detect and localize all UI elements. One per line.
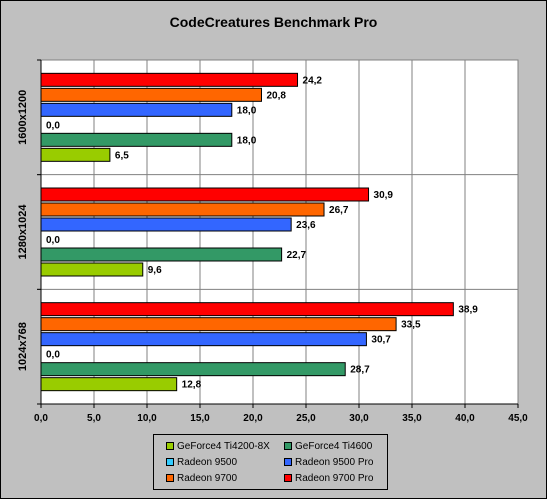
category-label: 1280x1024 [17,204,29,260]
legend-label: GeForce4 Ti4600 [295,440,373,452]
data-label: 30,7 [371,335,391,346]
axes [37,59,519,408]
category-label: 1600x1200 [17,90,29,145]
legend-swatch [166,458,174,466]
data-label: 23,6 [296,220,316,231]
gridlines [37,60,519,404]
legend-swatch [284,458,292,466]
bar [40,132,233,147]
data-label: 38,9 [458,305,478,316]
bars [40,72,454,392]
data-label: 0,0 [46,120,60,131]
legend-item: Radeon 9500 [166,455,237,469]
category-label: 1024x768 [17,322,29,371]
data-label: 18,0 [237,105,257,116]
data-label: 24,2 [303,75,323,86]
bar [40,147,111,162]
legend-label: GeForce4 Ti4200-8X [177,440,270,452]
x-tick-label: 0,0 [34,413,48,424]
legend-item: Radeon 9500 Pro [284,455,373,469]
x-tick-label: 20,0 [243,413,263,424]
labels: 0,0 5,0 10,0 15,0 20,0 25,0 30,0 35,0 40,0 45,0 16… [17,75,528,424]
legend-swatch [166,474,174,482]
x-tick-label: 25,0 [296,413,316,424]
data-label: 18,0 [237,135,257,146]
data-label: 33,5 [401,320,421,331]
x-tick-label: 10,0 [137,413,157,424]
legend-label: Radeon 9500 [177,456,238,468]
bar [40,247,283,262]
bar [40,377,178,392]
bar [40,332,367,347]
data-label: 26,7 [329,205,349,216]
plot-area [40,59,519,405]
legend: GeForce4 Ti4200-8X GeForce4 Ti4600 Radeon … [153,434,388,490]
legend-label: Radeon 9500 Pro [295,456,374,468]
data-label: 12,8 [182,380,202,391]
legend-item: GeForce4 Ti4200-8X [166,439,270,453]
bar [40,217,292,232]
bar [40,302,454,317]
x-tick-label: 45,0 [508,413,528,424]
data-label: 0,0 [46,235,60,246]
x-tick-label: 35,0 [402,413,422,424]
legend-item: Radeon 9700 [166,471,237,485]
bar [40,262,144,277]
x-tick-label: 5,0 [87,413,101,424]
bar [40,72,299,87]
chart-title: CodeCreatures Benchmark Pro [169,14,378,30]
data-label: 9,6 [148,265,162,276]
data-label: 28,7 [350,365,370,376]
legend-swatch [284,474,292,482]
legend-item: Radeon 9700 Pro [284,471,373,485]
data-label: 22,7 [287,250,307,261]
legend-swatch [166,442,174,450]
legend-label: Radeon 9700 Pro [295,472,374,484]
bar [40,187,370,202]
x-tick-label: 30,0 [349,413,369,424]
data-label: 0,0 [46,350,60,361]
data-label: 30,9 [374,190,394,201]
x-tick-label: 40,0 [455,413,475,424]
legend-item: GeForce4 Ti4600 [284,439,372,453]
bar [40,102,233,117]
bar [40,87,262,102]
data-label: 20,8 [266,90,286,101]
bar [40,317,397,332]
bar [40,362,346,377]
legend-swatch [284,442,292,450]
legend-label: Radeon 9700 [177,472,238,484]
bar [40,202,325,217]
x-tick-label: 15,0 [190,413,210,424]
data-label: 6,5 [115,150,129,161]
